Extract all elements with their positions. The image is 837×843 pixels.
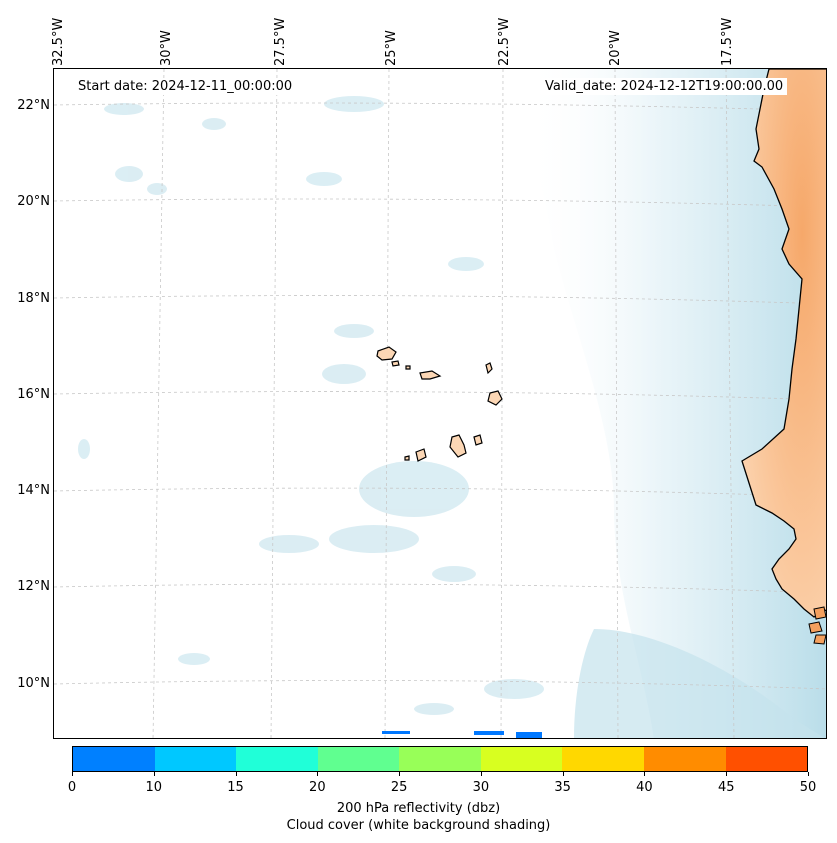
- colorbar-tick-label: 25: [390, 780, 408, 795]
- lat-label: 18°N: [17, 291, 50, 306]
- lat-label: 16°N: [17, 387, 50, 402]
- colorbar-tick-mark: [644, 772, 646, 776]
- colorbar-tick-label: 35: [554, 780, 571, 795]
- lon-label: 27.5°W: [273, 17, 288, 66]
- map-canvas: [54, 69, 826, 738]
- cloud-patches: [78, 96, 544, 715]
- valid-date-label: Valid_date: 2024-12-12T19:00:00.00: [541, 78, 788, 95]
- lon-label: 32.5°W: [51, 17, 66, 66]
- bijagos-islands: [808, 606, 826, 645]
- colorbar-label: 200 hPa reflectivity (dbz): [336, 801, 501, 816]
- lat-label: 20°N: [17, 194, 50, 209]
- colorbar-segment: [643, 747, 726, 771]
- cloud-band-east: [524, 69, 826, 738]
- colorbar-tick-label: 30: [472, 780, 490, 795]
- reflectivity-blobs: [382, 731, 542, 738]
- lon-label: 25°W: [384, 30, 399, 66]
- colorbar-tick-mark: [153, 772, 155, 776]
- colorbar-segment: [399, 747, 481, 771]
- colorbar-segment: [725, 747, 808, 771]
- start-date-label: Start date: 2024-12-11_00:00:00: [74, 78, 297, 95]
- colorbar-tick-label: 10: [145, 780, 163, 795]
- map-panel[interactable]: [53, 68, 827, 739]
- colorbar-tick-label: 40: [636, 780, 653, 795]
- graticule: [54, 69, 826, 738]
- cloud-band-south: [574, 629, 825, 738]
- colorbar-tick-mark: [317, 772, 319, 776]
- lon-label: 22.5°W: [497, 17, 512, 66]
- colorbar-tick-mark: [480, 772, 482, 776]
- lat-label: 22°N: [17, 98, 50, 113]
- colorbar-segment: [236, 747, 318, 771]
- lon-label: 17.5°W: [720, 17, 735, 66]
- africa-land: [741, 69, 826, 618]
- lat-label: 12°N: [17, 579, 50, 594]
- cape-verde-islands: [376, 346, 503, 462]
- colorbar-tick-label: 50: [799, 780, 817, 795]
- colorbar-tick-label: 20: [309, 780, 326, 795]
- colorbar-segment: [317, 747, 400, 771]
- colorbar-tick-mark: [235, 772, 237, 776]
- colorbar: [72, 746, 808, 772]
- colorbar-tick-mark: [808, 772, 809, 776]
- colorbar-tick-mark: [399, 772, 401, 776]
- colorbar-tick-mark: [726, 772, 728, 776]
- lon-label: 30°W: [159, 30, 174, 66]
- colorbar-tick-label: 45: [717, 780, 735, 795]
- colorbar-segment: [73, 747, 155, 771]
- lat-label: 10°N: [17, 676, 50, 691]
- colorbar-segment: [154, 747, 237, 771]
- colorbar-tick-mark: [562, 772, 564, 776]
- colorbar-tick-label: 0: [67, 780, 77, 795]
- colorbar-tick-mark: [72, 772, 73, 776]
- colorbar-tick-label: 15: [227, 780, 244, 795]
- lon-label: 20°W: [608, 30, 623, 66]
- colorbar-segment: [562, 747, 644, 771]
- lat-label: 14°N: [17, 483, 50, 498]
- colorbar-segment: [480, 747, 563, 771]
- colorbar-sublabel: Cloud cover (white background shading): [286, 818, 551, 833]
